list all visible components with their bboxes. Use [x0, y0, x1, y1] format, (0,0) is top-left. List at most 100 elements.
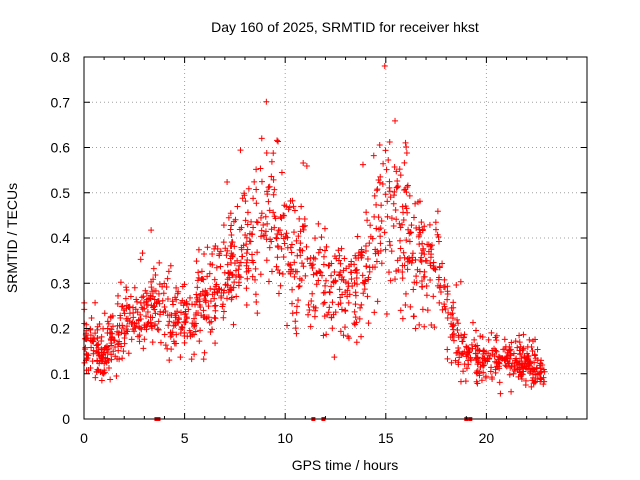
data-point	[460, 350, 467, 357]
data-point	[230, 284, 237, 291]
data-point	[367, 222, 374, 229]
data-point	[242, 232, 249, 239]
data-points	[81, 63, 548, 397]
data-point	[99, 356, 106, 363]
data-point	[312, 235, 319, 242]
data-point	[341, 255, 348, 262]
data-point	[179, 324, 186, 331]
data-point	[295, 283, 302, 290]
data-point	[403, 149, 410, 156]
data-point	[382, 191, 389, 198]
data-point	[436, 299, 443, 306]
data-point	[315, 277, 322, 284]
data-point	[512, 357, 519, 364]
data-point	[369, 264, 376, 271]
data-point	[414, 266, 421, 273]
data-point	[181, 329, 188, 336]
data-point	[432, 219, 439, 226]
data-point	[124, 317, 131, 324]
data-point	[192, 328, 199, 335]
data-point	[251, 276, 258, 283]
data-point	[344, 333, 351, 340]
data-point	[123, 286, 130, 293]
data-point	[265, 278, 272, 285]
data-point	[166, 318, 173, 325]
data-point	[520, 345, 527, 352]
data-point	[134, 298, 141, 305]
data-point	[385, 269, 392, 276]
data-point	[377, 233, 384, 240]
data-point	[419, 283, 426, 290]
data-point	[250, 195, 257, 202]
data-point	[228, 222, 235, 229]
data-point	[257, 165, 264, 172]
data-point	[354, 233, 361, 240]
data-point	[412, 325, 419, 332]
data-point	[228, 259, 235, 266]
data-point	[478, 377, 485, 384]
data-point	[518, 376, 525, 383]
data-point	[420, 245, 427, 252]
data-point	[464, 349, 471, 356]
data-point	[528, 383, 535, 390]
data-point	[508, 339, 515, 346]
data-point	[428, 322, 435, 329]
data-point	[364, 255, 371, 262]
data-point	[108, 326, 115, 333]
data-point	[291, 273, 298, 280]
data-point	[324, 311, 331, 318]
data-point	[291, 259, 298, 266]
data-point	[136, 325, 143, 332]
data-point	[508, 388, 515, 395]
data-point	[406, 192, 413, 199]
data-point	[317, 269, 324, 276]
data-point	[452, 357, 459, 364]
data-point	[155, 290, 162, 297]
data-point	[349, 283, 356, 290]
data-point	[353, 339, 360, 346]
data-point	[456, 354, 463, 361]
data-point	[506, 371, 513, 378]
data-point	[193, 291, 200, 298]
data-point	[275, 138, 282, 145]
data-point	[235, 266, 242, 273]
data-point	[481, 362, 488, 369]
data-point	[258, 210, 265, 217]
data-point	[314, 270, 321, 277]
data-point	[384, 198, 391, 205]
data-point	[157, 308, 164, 315]
data-point	[402, 139, 409, 146]
data-point	[243, 301, 250, 308]
x-tick-labels: 0 5 10 15 20	[80, 430, 494, 446]
data-point	[204, 244, 211, 251]
data-point	[188, 356, 195, 363]
data-point	[397, 172, 404, 179]
data-point	[540, 381, 547, 388]
data-point	[431, 265, 438, 272]
data-point	[328, 272, 335, 279]
data-point	[399, 275, 406, 282]
data-point	[301, 222, 308, 229]
data-point	[224, 261, 231, 268]
data-point	[321, 225, 328, 232]
data-point	[242, 217, 249, 224]
data-point	[396, 220, 403, 227]
data-point	[496, 379, 503, 386]
y-tick-label: 0	[62, 411, 70, 427]
data-point	[537, 378, 544, 385]
data-point	[207, 285, 214, 292]
data-point	[538, 368, 545, 375]
data-point	[281, 202, 288, 209]
data-point	[112, 343, 119, 350]
data-point	[536, 362, 543, 369]
data-point	[353, 274, 360, 281]
data-point	[399, 315, 406, 322]
data-point	[238, 253, 245, 260]
data-point	[100, 325, 107, 332]
x-tick-label: 5	[181, 430, 189, 446]
data-point	[278, 169, 285, 176]
data-point	[223, 252, 230, 259]
data-point	[366, 240, 373, 247]
data-point	[136, 338, 143, 345]
data-point	[263, 98, 270, 105]
